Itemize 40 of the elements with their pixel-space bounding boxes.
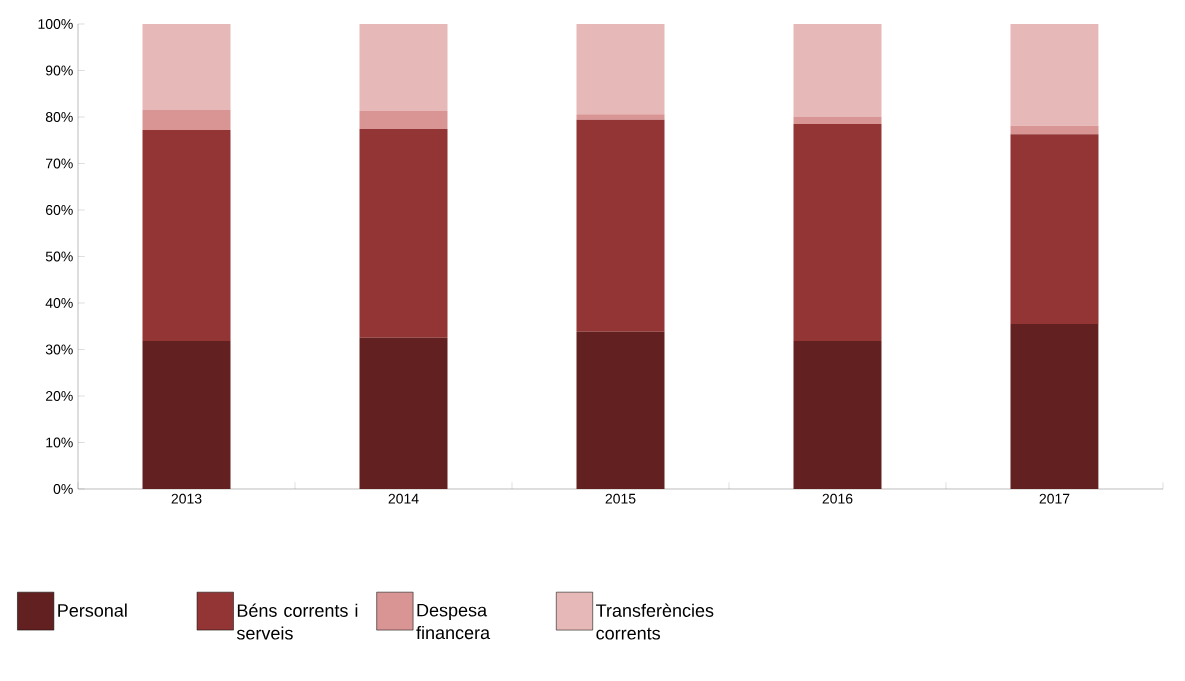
y-tick-label: 30%	[45, 344, 73, 355]
bar	[1010, 125, 1099, 135]
bar	[142, 24, 231, 111]
bar	[1010, 323, 1099, 489]
bar	[359, 129, 448, 338]
y-tick-label: 100%	[38, 19, 73, 29]
legend-label: Despesa financera	[416, 603, 491, 640]
y-tick-label: 0%	[53, 484, 73, 494]
y-tick-label: 70%	[45, 158, 73, 169]
bar	[142, 130, 231, 342]
bar	[359, 110, 448, 130]
bar	[576, 331, 665, 489]
y-tick-label: 40%	[45, 298, 73, 308]
bar	[576, 24, 665, 115]
bar	[576, 119, 665, 332]
bar	[793, 24, 882, 117]
bar	[142, 341, 231, 489]
legend-label: Transferències corrents	[596, 603, 714, 640]
x-tick-label: 2014	[388, 493, 419, 504]
y-tick-label: 60%	[45, 205, 73, 215]
y-tick-label: 10%	[46, 437, 73, 448]
bar	[793, 341, 882, 489]
x-tick-label: 2013	[171, 493, 202, 504]
y-tick-label: 50%	[45, 251, 73, 262]
y-tick-label: 80%	[45, 112, 73, 122]
x-tick-label: 2017	[1039, 493, 1070, 504]
bar	[1010, 24, 1099, 126]
bar	[793, 123, 882, 342]
bar	[142, 110, 231, 131]
bar	[1010, 134, 1099, 324]
y-tick-label: 20%	[45, 391, 73, 401]
y-tick-label: 90%	[45, 65, 73, 76]
legend-label: Personal	[58, 603, 127, 617]
x-tick-label: 2015	[605, 493, 636, 504]
bar	[359, 24, 448, 111]
bar	[359, 337, 448, 489]
legend-label: Béns corrents i serveis	[236, 603, 358, 640]
bar	[576, 114, 665, 120]
bar	[793, 116, 882, 124]
x-tick-label: 2016	[822, 493, 853, 504]
